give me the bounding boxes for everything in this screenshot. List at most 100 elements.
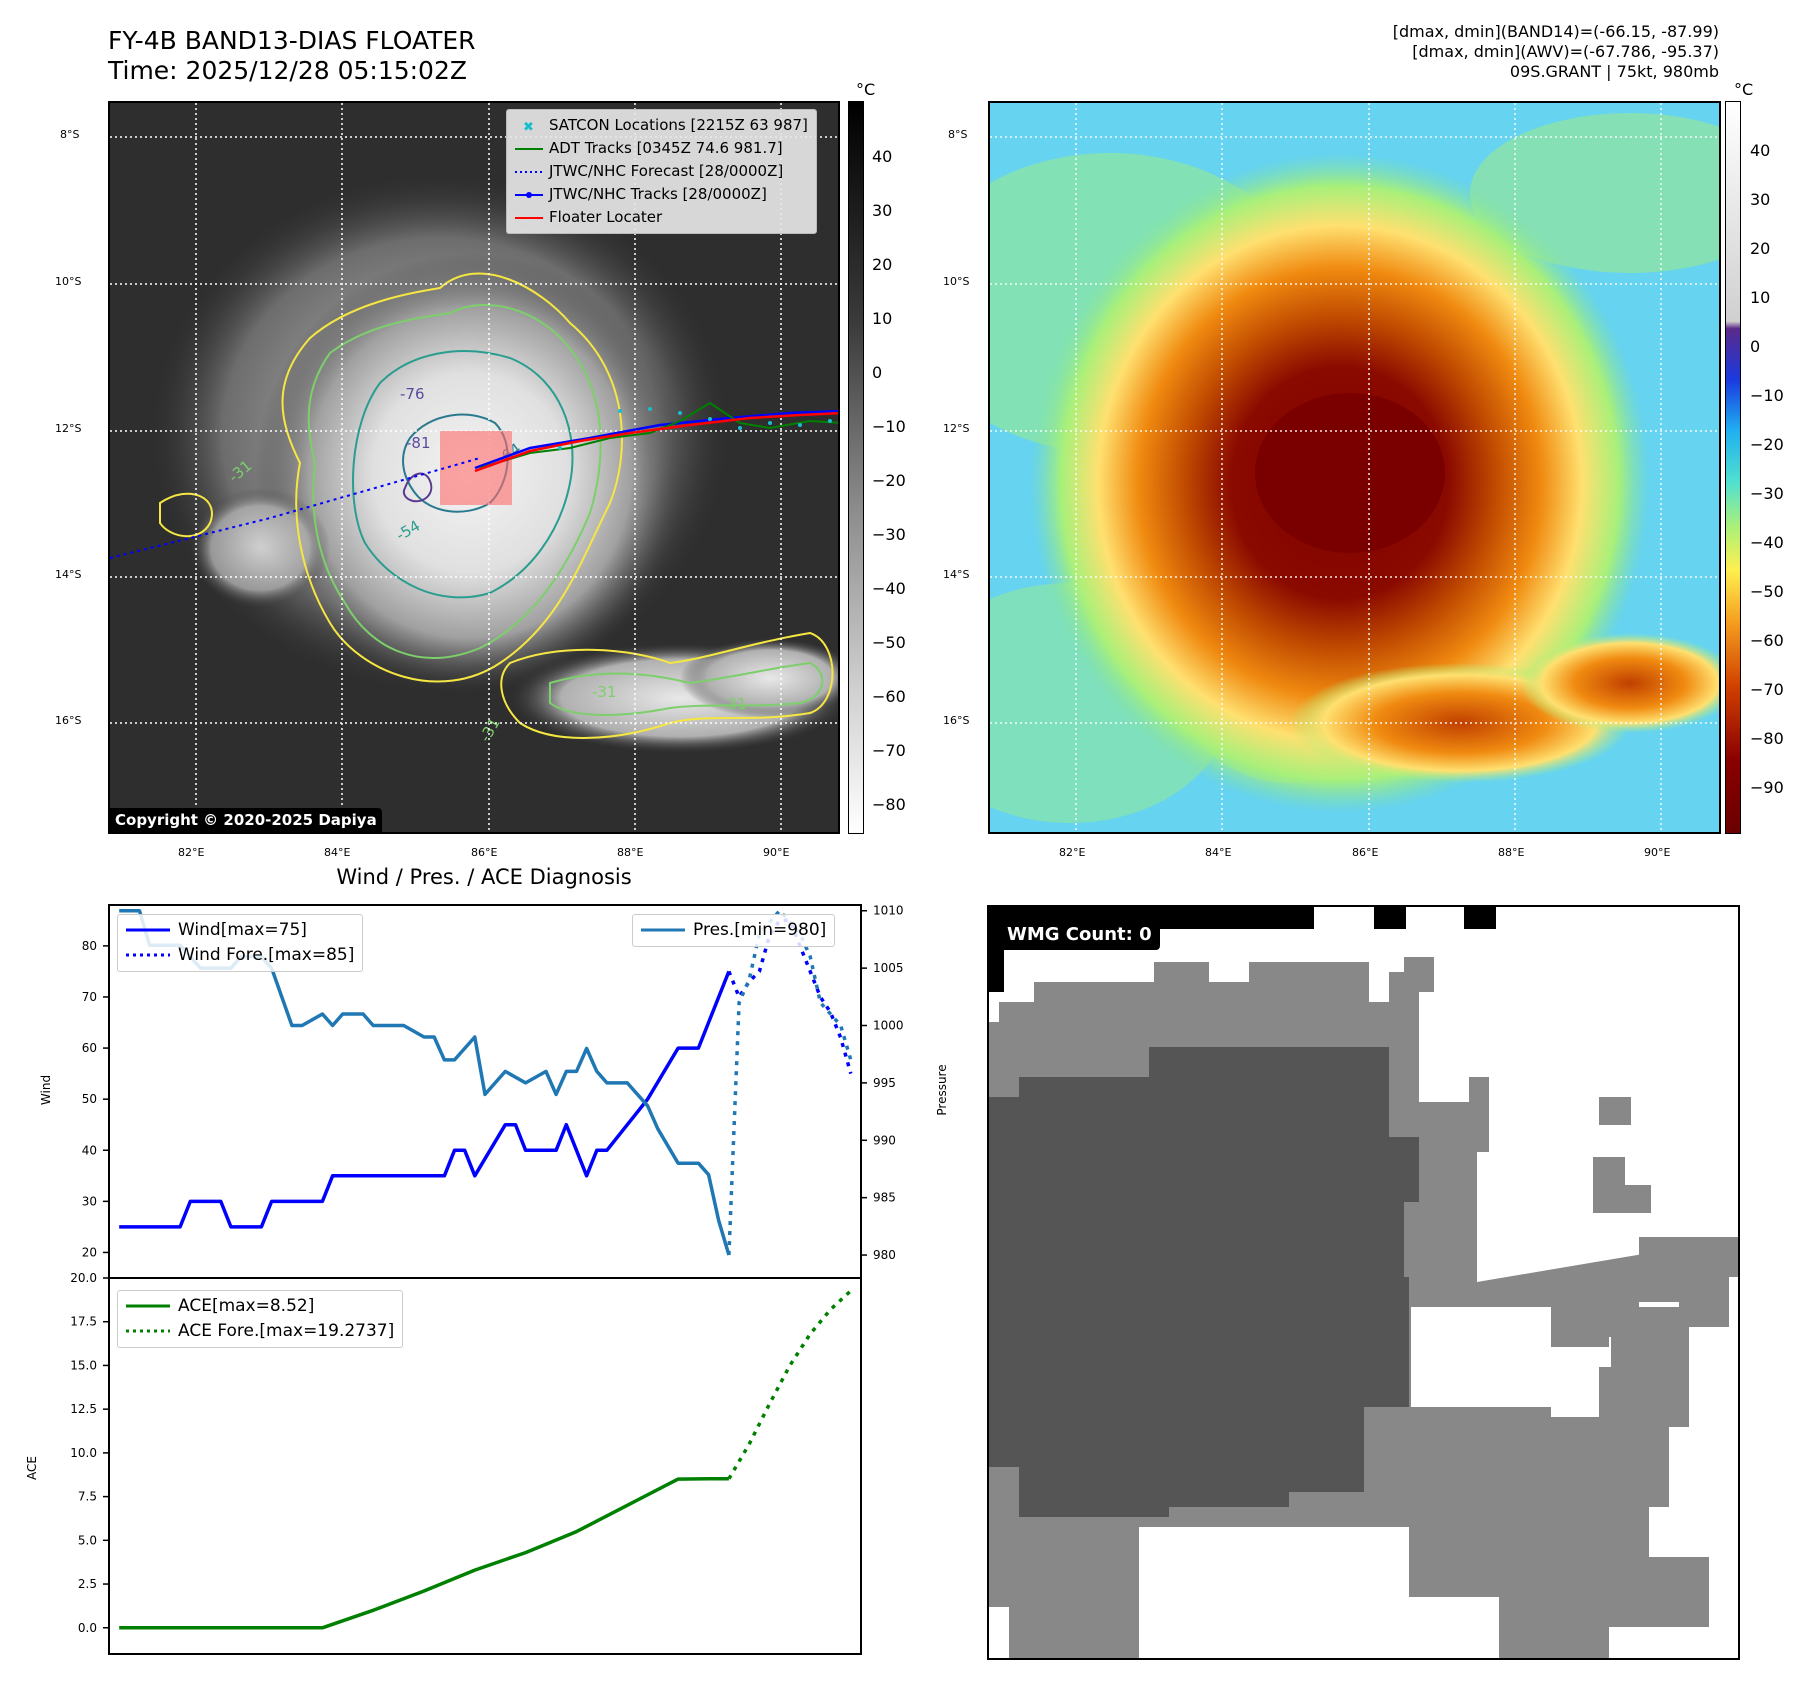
color-tick: 40 <box>1750 141 1771 160</box>
legend-floater: Floater Locater <box>515 208 663 226</box>
ir-lat-label-3: 14°S <box>55 568 82 581</box>
color-tick: −70 <box>1750 680 1784 699</box>
series-wind-max-75 <box>119 970 731 1229</box>
copyright-badge: Copyright © 2020-2025 Dapiya <box>110 808 382 832</box>
legend-pressure: Pres.[min=980] <box>641 920 827 940</box>
legend-satcon: ✖ SATCON Locations [2215Z 63 987] <box>523 116 808 135</box>
contour-west <box>159 492 213 538</box>
color-tick: −40 <box>1750 533 1784 552</box>
ace-y-tick-label: 20.0 <box>70 1271 97 1285</box>
color-lat-label-3: 14°S <box>943 568 970 581</box>
gray-tick: −60 <box>872 687 906 706</box>
contour-label: -81 <box>406 434 431 452</box>
wmg-svg <box>989 907 1738 1658</box>
wind-axes: 20 30 40 50 60 70 80 980 985 990 995 1000 1005 1010 <box>82 904 904 1262</box>
pressure-y-tick-label: 985 <box>873 1191 896 1205</box>
gray-tick: −70 <box>872 741 906 760</box>
ir-lon-label-3: 88°E <box>617 846 644 859</box>
color-lon-label-3: 88°E <box>1498 846 1525 859</box>
ir-lat-label-1: 10°S <box>55 275 82 288</box>
svg-text:✖: ✖ <box>523 120 534 132</box>
satcon-markers <box>558 407 832 450</box>
ace-legend: ACE[max=8.52] ACE Fore.[max=19.2737] <box>117 1290 404 1348</box>
ir-lat-label-4: 16°S <box>55 714 82 727</box>
ir-lon-label-1: 84°E <box>324 846 351 859</box>
color-lon-label-1: 84°E <box>1205 846 1232 859</box>
color-lat-label-2: 12°S <box>943 422 970 435</box>
contour-label: -76 <box>400 385 425 403</box>
color-lat-label-4: 16°S <box>943 714 970 727</box>
pressure-y-tick-label: 1000 <box>873 1019 904 1033</box>
ace-y-tick-label: 7.5 <box>78 1490 97 1504</box>
ace-y-tick-label: 17.5 <box>70 1315 97 1329</box>
diagnosis-svg: 20 30 40 50 60 70 80 980 985 990 995 1000 1005 1010 0… <box>25 904 949 1655</box>
wind-y-tick-label: 70 <box>82 990 97 1004</box>
color-colorbar-ticks: 40 30 20 10 0 −10 −20 −30 −40 −50 −60 −7… <box>1750 101 1800 834</box>
ace-y-tick-label: 10.0 <box>70 1446 97 1460</box>
color-tick: −30 <box>1750 484 1784 503</box>
pressure-y-tick-label: 990 <box>873 1133 896 1147</box>
contour-yellow <box>281 272 623 683</box>
pressure-y-tick-label: 980 <box>873 1248 896 1262</box>
wmg-panel: WMG Count: 0 <box>987 905 1740 1660</box>
title-line2: Time: 2025/12/28 05:15:02Z <box>108 56 467 85</box>
contour-band-green <box>549 661 824 716</box>
wind-axis-label: Wind <box>39 1075 53 1105</box>
wmg-count-badge: WMG Count: 0 <box>999 919 1160 950</box>
gray-tick: −10 <box>872 417 906 436</box>
contour-band-yellow <box>500 631 834 739</box>
floater-locater-line <box>474 411 838 473</box>
gray-colorbar-ticks: 40 30 20 10 0 −10 −20 −30 −40 −50 −60 −7… <box>872 101 922 834</box>
color-tick: −60 <box>1750 631 1784 650</box>
legend-adt: ADT Tracks [0345Z 74.6 981.7] <box>515 139 783 157</box>
ir-map: -76 -81 -64 -54 -31 -31 -31 -31 ✖SATCON <box>108 101 840 834</box>
gray-tick: 10 <box>872 309 893 328</box>
wind-legend: Wind[max=75] Wind Fore.[max=85] <box>117 914 364 972</box>
stat-band14: [dmax, dmin](BAND14)=(-66.15, -87.99) <box>1392 22 1719 41</box>
ir-legend: ✖ SATCON Locations [2215Z 63 987] ADT Tra… <box>506 109 817 234</box>
legend-jtwc-tracks: JTWC/NHC Tracks [28/0000Z] <box>515 183 808 206</box>
color-gridlines <box>990 103 1719 832</box>
gray-colorbar <box>848 101 864 834</box>
pressure-y-tick-label: 1010 <box>873 904 904 918</box>
legend-wind-fore: Wind Fore.[max=85] <box>126 945 355 965</box>
gray-colorbar-unit: °C <box>856 80 876 99</box>
legend-ace: ACE[max=8.52] <box>126 1296 315 1316</box>
title-line1: FY-4B BAND13-DIAS FLOATER <box>108 26 476 55</box>
ir-lon-label-4: 90°E <box>763 846 790 859</box>
gray-tick: −20 <box>872 471 906 490</box>
wind-y-tick-label: 50 <box>82 1092 97 1106</box>
color-tick: −20 <box>1750 435 1784 454</box>
ir-lat-label-2: 12°S <box>55 422 82 435</box>
stats-block: [dmax, dmin](BAND14)=(-66.15, -87.99) [d… <box>1393 22 1719 82</box>
ace-y-tick-label: 15.0 <box>70 1358 97 1372</box>
wind-y-tick-label: 80 <box>82 939 97 953</box>
color-colorbar-unit: °C <box>1734 80 1754 99</box>
contour-label: -31 <box>592 683 617 701</box>
ace-y-tick-label: 12.5 <box>70 1402 97 1416</box>
jtwc-track-line <box>474 409 838 470</box>
ace-y-tick-label: 0.0 <box>78 1621 97 1635</box>
color-lon-label-2: 86°E <box>1352 846 1379 859</box>
contour-teal <box>352 350 574 599</box>
color-lat-label-1: 10°S <box>943 275 970 288</box>
storm-info: 09S.GRANT | 75kt, 980mb <box>1509 62 1719 81</box>
gray-tick: 20 <box>872 255 893 274</box>
gray-tick: 40 <box>872 147 893 166</box>
color-tick: 30 <box>1750 190 1771 209</box>
gray-tick: 0 <box>872 363 883 382</box>
color-tick: 20 <box>1750 239 1771 258</box>
pressure-legend: Pres.[min=980] <box>632 914 836 947</box>
legend-ace-fore: ACE Fore.[max=19.2737] <box>126 1321 395 1341</box>
wind-y-tick-label: 60 <box>82 1041 97 1055</box>
color-tick: 0 <box>1750 337 1761 356</box>
contour-green <box>307 304 602 659</box>
gray-tick: −50 <box>872 633 906 652</box>
ir-lat-label-0: 8°S <box>60 128 80 141</box>
color-tick: −10 <box>1750 386 1784 405</box>
ace-y-tick-label: 5.0 <box>78 1533 97 1547</box>
wind-y-tick-label: 20 <box>82 1245 97 1259</box>
color-map <box>988 101 1721 834</box>
contour-label: -31 <box>722 695 747 713</box>
color-tick: 10 <box>1750 288 1771 307</box>
